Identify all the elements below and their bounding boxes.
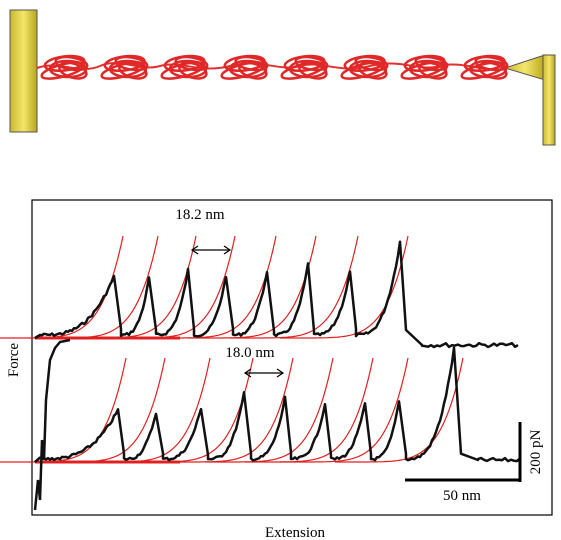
domain-strand [178, 61, 208, 80]
substrate [9, 9, 38, 133]
wlc-fit [205, 357, 334, 463]
wlc-fit [107, 235, 236, 339]
annotation: 18.2 nm [175, 207, 225, 223]
domain-strand [294, 55, 329, 72]
wlc-fit [230, 235, 359, 339]
wlc-fit [335, 357, 464, 463]
wlc-fit [188, 235, 317, 339]
wlc-fit [82, 357, 211, 463]
tip [503, 54, 546, 81]
domain-strand [474, 55, 509, 72]
force-trace [34, 240, 519, 349]
wlc-fit [0, 235, 124, 339]
arrowhead [243, 368, 285, 378]
force-trace [34, 346, 521, 463]
domain-strand [174, 55, 209, 72]
schematic [9, 9, 556, 146]
domain-strand [234, 55, 269, 72]
cantilever [542, 54, 556, 146]
domain-strand [354, 55, 389, 72]
domain-strand [114, 55, 149, 72]
approach-trace [33, 338, 71, 511]
scale-label: 50 nm [443, 488, 481, 504]
scale-label: 200 pN [528, 430, 544, 475]
domain-strand [414, 55, 449, 72]
x-axis-label: Extension [265, 525, 325, 540]
domain-strand [118, 61, 148, 80]
curves [0, 235, 521, 511]
arrowhead [190, 245, 232, 255]
domain-strand [298, 61, 328, 80]
wlc-fit [68, 235, 197, 339]
wlc-fit [37, 357, 166, 463]
domain-strand [238, 61, 268, 80]
domain-strand [418, 61, 448, 80]
domain-strand [58, 61, 88, 80]
wlc-fit [165, 357, 294, 463]
domain-strand [478, 61, 508, 80]
y-axis-label: Force [6, 343, 22, 377]
wlc-fit [280, 357, 409, 463]
domain-strand [54, 55, 89, 72]
wlc-fit [245, 357, 374, 463]
wlc-fit [0, 357, 127, 463]
domain-strand [358, 61, 388, 80]
annotation: 18.0 nm [225, 345, 275, 361]
plot-frame [31, 199, 553, 516]
